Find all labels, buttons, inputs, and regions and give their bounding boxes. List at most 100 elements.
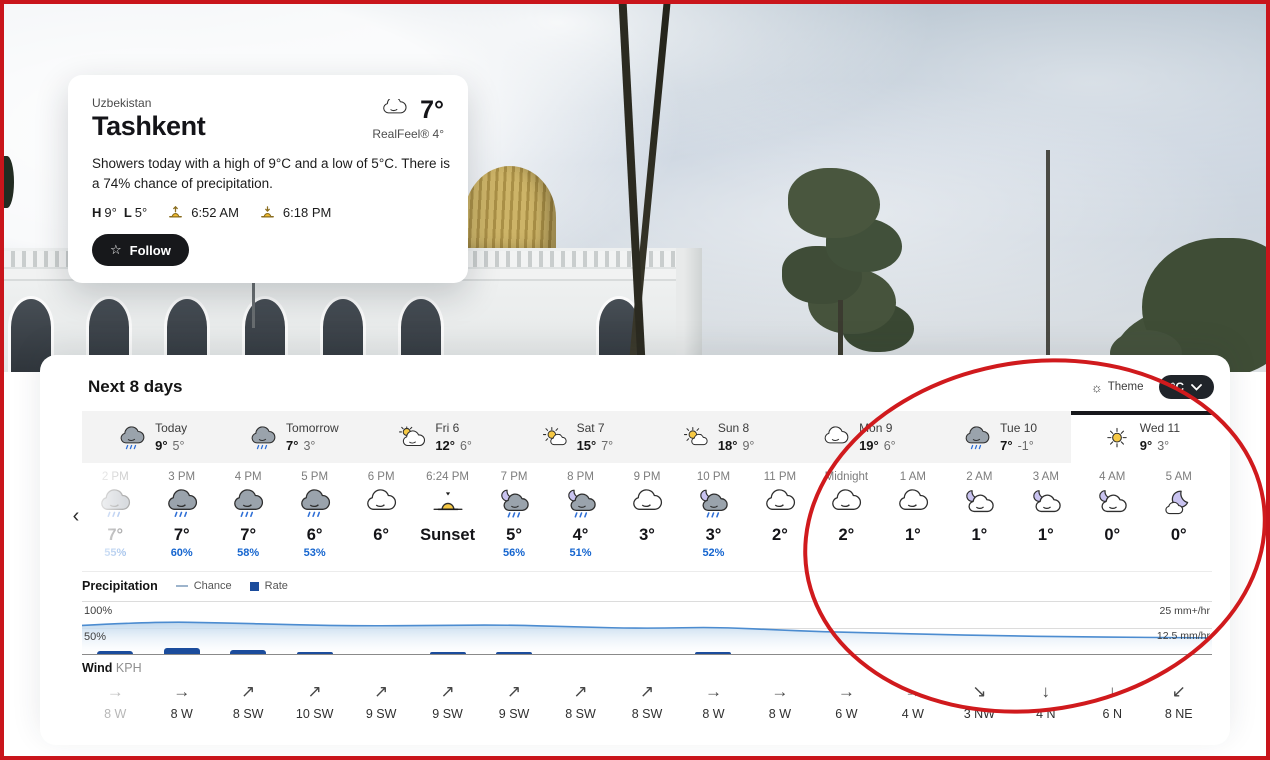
- tree-trunk: [1046, 150, 1050, 372]
- day-tab[interactable]: Sat 7 15° 7°: [506, 411, 647, 463]
- day-tab[interactable]: Today 9° 5°: [82, 411, 223, 463]
- hour-precip-chance: [1146, 547, 1212, 561]
- day-tab[interactable]: Wed 11 9° 3°: [1070, 411, 1212, 463]
- wind-column: ↗ 8 SW: [215, 680, 281, 721]
- hour-column[interactable]: 9 PM 3°: [614, 471, 680, 561]
- hour-temp: 1°: [1037, 526, 1054, 544]
- star-icon: ☆: [110, 242, 122, 258]
- day-name: Sun 8: [717, 421, 750, 435]
- day-high: 15°: [576, 438, 597, 453]
- hour-column[interactable]: 1 AM 1°: [880, 471, 946, 561]
- day-name: Wed 11: [1139, 421, 1180, 435]
- hour-column[interactable]: 5 PM 6° 53%: [281, 471, 347, 561]
- wind-speed-direction: 6 N: [1102, 707, 1122, 721]
- wind-speed-direction: 8 SW: [631, 707, 663, 721]
- hour-temp: 6°: [373, 526, 389, 544]
- legend-chance: Chance: [175, 580, 232, 592]
- wind-speed-direction: 9 SW: [365, 707, 397, 721]
- precipitation-chart: 100% 50% 25 mm+/hr 12.5 mm/hr: [82, 601, 1212, 655]
- hour-temp: 1°: [971, 526, 988, 544]
- day-tab[interactable]: Sun 8 18° 9°: [647, 411, 788, 463]
- day-high: 9°: [155, 438, 168, 453]
- rate-bar: [429, 651, 466, 654]
- day-tab[interactable]: Tue 10 7° -1°: [930, 411, 1071, 463]
- hour-temp: 3°: [639, 526, 655, 544]
- wind-speed-direction: 8 W: [702, 707, 725, 721]
- hour-precip-chance: [414, 547, 480, 561]
- rate-bar: [97, 650, 134, 654]
- hour-temp: 1°: [904, 526, 921, 544]
- day-high: 7°: [1000, 438, 1013, 453]
- hour-time: 2 PM: [101, 471, 129, 483]
- hourly-forecast-row: ‹ 2 PM 7° 55% 3 PM 7° 60% 4 PM 7° 58% 5 …: [60, 471, 1212, 561]
- hour-column[interactable]: 6 PM 6°: [348, 471, 414, 561]
- hour-column[interactable]: 11 PM 2°: [747, 471, 813, 561]
- previous-hours-button[interactable]: ‹: [64, 503, 88, 529]
- wind-speed-direction: 8 SW: [232, 707, 264, 721]
- hour-column[interactable]: 2 AM 1°: [946, 471, 1012, 561]
- hour-time: 11 PM: [763, 471, 797, 483]
- weather-icon: [231, 489, 265, 519]
- day-temps: 19° 6°: [859, 437, 896, 455]
- day-low: 7°: [601, 439, 614, 453]
- follow-label: Follow: [129, 242, 171, 258]
- rate-bar: [296, 651, 333, 654]
- day-temps: 9° 5°: [155, 437, 187, 455]
- hour-column[interactable]: 4 PM 7° 58%: [215, 471, 281, 561]
- hour-temp: Sunset: [420, 526, 476, 544]
- y-axis-label-50: 50%: [84, 631, 107, 643]
- hour-time: 7 PM: [500, 471, 528, 483]
- day-tab[interactable]: Tomorrow 7° 3°: [223, 411, 364, 463]
- day-temps: 7° -1°: [1000, 437, 1037, 455]
- tree: [788, 168, 880, 238]
- hour-column[interactable]: 8 PM 4° 51%: [547, 471, 613, 561]
- hour-column[interactable]: 10 PM 3° 52%: [680, 471, 746, 561]
- hour-time: 5 PM: [301, 471, 329, 483]
- hour-column[interactable]: 3 AM 1°: [1013, 471, 1079, 561]
- hour-precip-chance: 51%: [569, 547, 592, 559]
- weather-icon: [249, 426, 277, 451]
- theme-toggle[interactable]: ☼ Theme: [1091, 380, 1144, 395]
- sunrise-icon: [169, 206, 183, 218]
- hour-column[interactable]: 5 AM 0°: [1146, 471, 1212, 561]
- hour-temp: 7°: [240, 526, 257, 544]
- hour-column[interactable]: 7 PM 5° 56%: [481, 471, 547, 561]
- hour-temp: 6°: [306, 526, 323, 544]
- tree-trunk: [838, 300, 843, 372]
- wind-direction-arrow: ↗: [506, 682, 522, 701]
- hour-precip-chance: 58%: [237, 547, 260, 559]
- unit-selector-button[interactable]: °C: [1158, 375, 1214, 399]
- wind-speed-direction: 9 SW: [498, 707, 530, 721]
- day-tab[interactable]: Mon 9 19° 6°: [788, 411, 929, 463]
- day-temps: 12° 6°: [435, 437, 472, 455]
- wind-direction-arrow: →: [904, 682, 922, 701]
- day-low: 6°: [459, 439, 472, 453]
- hour-temp: 2°: [838, 526, 855, 544]
- wind-direction-arrow: →: [704, 682, 722, 701]
- wind-column: → 8 W: [82, 680, 148, 721]
- day-tab[interactable]: Fri 6 12° 6°: [365, 411, 506, 463]
- hour-precip-chance: [1013, 547, 1079, 561]
- hour-time: 3 AM: [1032, 471, 1059, 483]
- precipitation-title: Precipitation: [82, 579, 158, 593]
- rate-bar: [695, 651, 732, 654]
- hour-column[interactable]: 6:24 PM Sunset: [414, 471, 480, 561]
- hour-precip-chance: 53%: [303, 547, 326, 559]
- y-axis-label-100: 100%: [84, 605, 113, 617]
- precipitation-section: Precipitation Chance Rate: [82, 571, 1212, 655]
- hour-column[interactable]: Midnight 2°: [813, 471, 879, 561]
- building-corner: [676, 248, 702, 372]
- weather-icon: [1029, 489, 1063, 519]
- unit-label: °C: [1170, 380, 1184, 394]
- hour-precip-chance: [880, 547, 946, 561]
- country-label: Uzbekistan: [92, 96, 152, 110]
- hour-column[interactable]: 2 PM 7° 55%: [82, 471, 148, 561]
- wind-column: ↗ 8 SW: [614, 680, 680, 721]
- day-tabs-strip: Today 9° 5° Tomorrow 7° 3° Fri 6 12° 6° Sat…: [82, 411, 1212, 463]
- wind-direction-arrow: ↓: [1108, 682, 1117, 701]
- hour-time: 8 PM: [567, 471, 594, 483]
- follow-button[interactable]: ☆ Follow: [92, 234, 189, 267]
- hour-column[interactable]: 4 AM 0°: [1079, 471, 1145, 561]
- hour-column[interactable]: 3 PM 7° 60%: [148, 471, 214, 561]
- day-name: Today: [155, 421, 188, 435]
